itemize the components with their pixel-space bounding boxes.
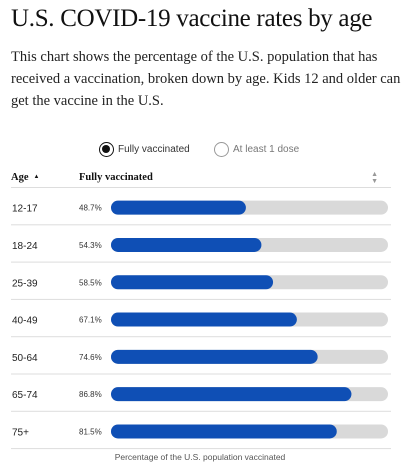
table-row: 25-39 58.5%: [11, 275, 391, 300]
bar-chart: 12-17 48.7% 18-24 54.3% 25-39 58.5% 40-49 67.1%…: [11, 200, 391, 450]
table-row: 50-64 74.6%: [11, 349, 391, 375]
chart-title: U.S. COVID-19 vaccine rates by age: [11, 5, 373, 32]
radio-selected-icon: [99, 141, 114, 157]
row-divider: [11, 224, 391, 226]
category-label: 40-49: [12, 316, 38, 327]
row-divider: [11, 336, 391, 338]
x-axis-label: Percentage of the U.S. population vaccin…: [114, 452, 286, 462]
category-label: 50-64: [12, 353, 38, 364]
row-divider: [11, 298, 391, 300]
fully-vaccinated-toggle[interactable]: Fully vaccinated: [99, 140, 190, 158]
category-label: 65-74: [12, 390, 38, 401]
sort-ascending-icon: ▲: [33, 174, 40, 180]
bar: [111, 237, 262, 252]
category-label: 18-24: [12, 241, 38, 252]
table-row: 75+ 81.5%: [11, 424, 391, 450]
at-least-one-dose-toggle[interactable]: At least 1 dose: [214, 140, 299, 158]
table-row: 12-17 48.7%: [11, 200, 391, 226]
sort-toggle-icon[interactable]: ▲ ▼: [371, 170, 378, 185]
age-column-header[interactable]: Age ▲: [11, 172, 39, 183]
fully-vaccinated-column-header[interactable]: Fully vaccinated: [79, 172, 153, 183]
row-divider: [11, 410, 391, 412]
value-label: 58.5%: [79, 278, 102, 287]
header-divider: [11, 187, 391, 188]
row-divider: [11, 448, 391, 450]
value-label: 86.8%: [79, 390, 102, 399]
age-column-label: Age: [11, 172, 29, 183]
bar: [111, 312, 297, 327]
bar: [111, 349, 318, 364]
chart-subtitle: This chart shows the percentage of the U…: [11, 49, 401, 109]
value-label: 74.6%: [79, 353, 102, 362]
table-header: Age ▲ Fully vaccinated ▲ ▼: [11, 170, 391, 186]
value-label: 54.3%: [79, 241, 102, 250]
category-label: 25-39: [12, 278, 38, 289]
table-row: 65-74 86.8%: [11, 387, 391, 412]
at-least-one-dose-toggle-label: At least 1 dose: [233, 143, 300, 155]
bar: [111, 275, 274, 290]
table-row: 18-24 54.3%: [11, 237, 391, 263]
row-divider: [11, 261, 391, 263]
radio-unselected-icon: [214, 141, 229, 157]
value-label: 48.7%: [79, 204, 102, 213]
category-label: 12-17: [12, 204, 38, 215]
value-label: 81.5%: [79, 427, 102, 436]
category-label: 75+: [12, 427, 29, 438]
value-label: 67.1%: [79, 316, 102, 325]
bar: [111, 200, 246, 215]
fully-vaccinated-toggle-label: Fully vaccinated: [118, 143, 190, 155]
bar: [111, 387, 352, 402]
table-row: 40-49 67.1%: [11, 312, 391, 338]
bar: [111, 424, 337, 439]
row-divider: [11, 373, 391, 375]
